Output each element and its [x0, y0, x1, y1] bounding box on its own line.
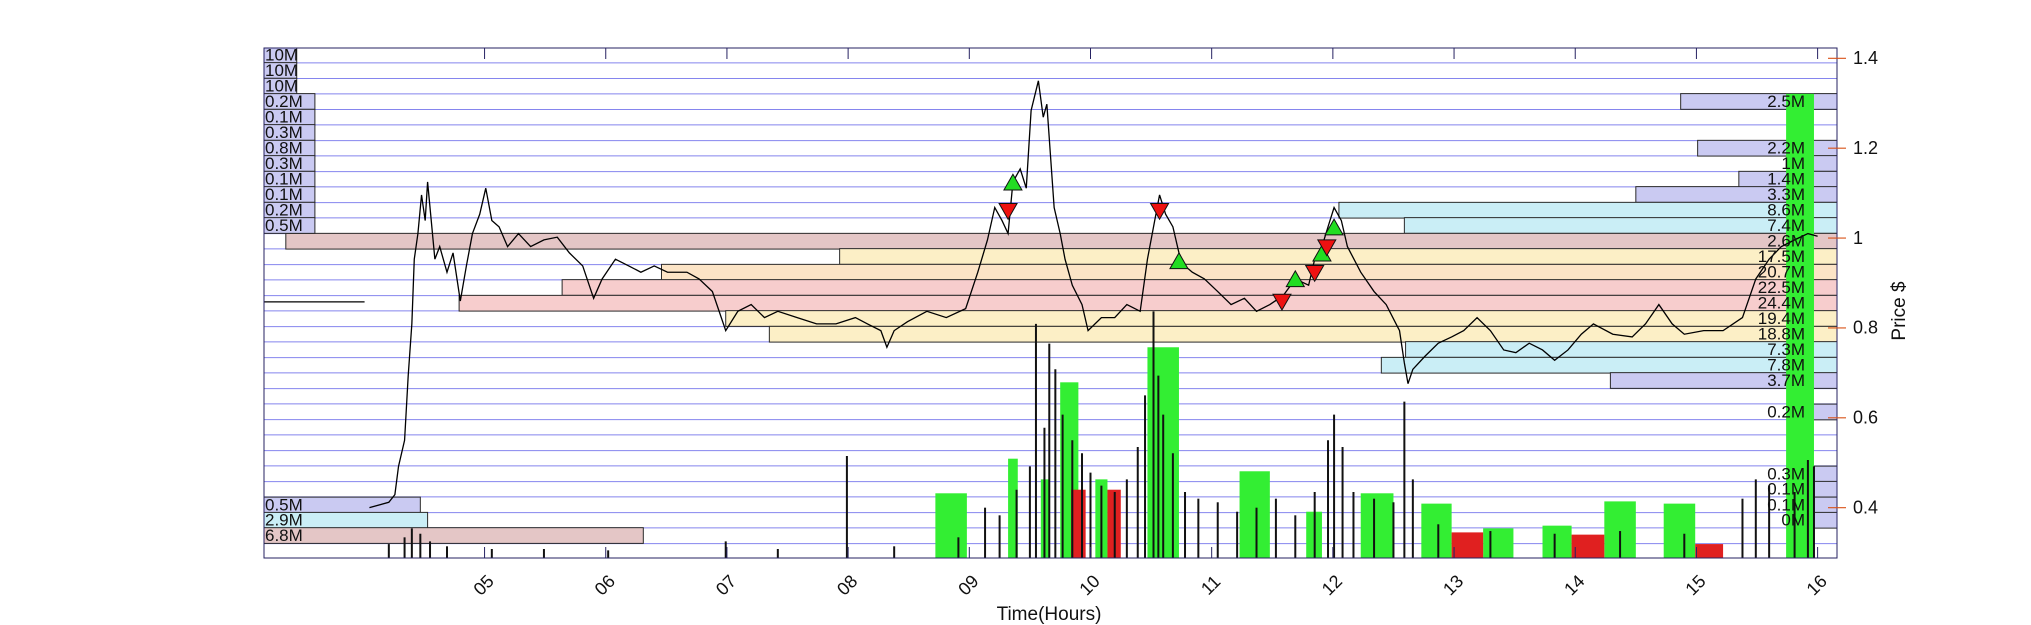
signal-marker — [1169, 251, 1189, 270]
signal-marker — [1285, 269, 1306, 288]
profile-label: 6.8M — [265, 526, 303, 545]
profile-label: 24.4M — [1758, 294, 1805, 313]
volume-block — [1360, 493, 1394, 558]
profile-label: 18.8M — [1758, 325, 1805, 344]
volume-block — [1239, 471, 1270, 558]
profile-label: 10M — [265, 61, 298, 80]
volume-block — [1571, 534, 1605, 558]
y-tick-label: 0.6 — [1853, 408, 1878, 428]
x-axis-label: Time(Hours) — [997, 604, 1102, 625]
profile-label: 0.2M — [265, 201, 303, 220]
profile-bar — [768, 325, 1837, 343]
volume-block — [1451, 532, 1484, 558]
profile-bar — [839, 248, 1837, 265]
volume-block — [935, 493, 967, 558]
profile-label: 0.1M — [265, 108, 303, 127]
profile-label: 7.8M — [1767, 356, 1805, 375]
profile-label: 0.8M — [265, 139, 303, 158]
profile-bar — [264, 217, 316, 234]
profile-label: 2.2M — [1767, 139, 1805, 158]
profile-label: 1M — [1781, 154, 1805, 173]
profile-label: 7.3M — [1767, 340, 1805, 359]
y-tick-label: 1.2 — [1853, 138, 1878, 158]
volume-block — [1421, 503, 1452, 558]
profile-bar — [1811, 465, 1837, 483]
profile-label: 3.7M — [1767, 371, 1805, 390]
profile-label: 2.6M — [1767, 232, 1805, 251]
profile-bar — [264, 527, 644, 544]
y-tick-label: 1 — [1853, 228, 1863, 248]
signal-marker — [1272, 293, 1292, 311]
signal-marker — [1304, 264, 1325, 283]
signal-marker — [1003, 173, 1023, 191]
profile-label: 0M — [1781, 511, 1805, 530]
profile-bar — [1338, 201, 1837, 219]
profile-bar — [660, 263, 1837, 281]
profile-label: 22.5M — [1758, 278, 1805, 297]
profile-label: 20.7M — [1758, 263, 1805, 282]
profile-label: 3.3M — [1767, 185, 1805, 204]
profile-bar — [1811, 480, 1837, 498]
plot-frame — [263, 47, 1838, 559]
profile-label: 10M — [265, 46, 298, 65]
profile-label: 2.9M — [265, 511, 303, 530]
profile-label: 8.6M — [1767, 201, 1805, 220]
volume-block — [1542, 525, 1572, 558]
profile-label: 19.4M — [1758, 309, 1805, 328]
volume-block — [1786, 93, 1814, 558]
y-tick-label: 1.4 — [1853, 48, 1878, 68]
profile-bar — [725, 310, 1837, 327]
y-axis-label: Price $ — [1889, 281, 1910, 341]
y-tick-label: 0.4 — [1853, 497, 1878, 517]
profile-label: 0.2M — [265, 92, 303, 111]
profile-label: 0.1M — [1767, 480, 1805, 499]
price-line — [264, 80, 1818, 509]
profile-label: 1.4M — [1767, 170, 1805, 189]
profile-label: 0.5M — [265, 216, 303, 235]
profile-label: 0.2M — [1767, 402, 1805, 421]
profile-label: 7.4M — [1767, 216, 1805, 235]
profile-label: 0.3M — [1767, 464, 1805, 483]
plot-layer — [264, 48, 1837, 558]
profile-label: 17.5M — [1758, 247, 1805, 266]
profile-label: 0.3M — [265, 123, 303, 142]
profile-label: 0.5M — [265, 495, 303, 514]
signal-marker — [1149, 202, 1170, 221]
profile-label: 10M — [265, 77, 298, 96]
volume-block — [1008, 458, 1018, 558]
profile-label: 0.1M — [265, 170, 303, 189]
volume-block — [1695, 544, 1724, 558]
signal-marker — [1324, 218, 1344, 236]
profile-bar — [1811, 496, 1837, 514]
profile-label: 0.3M — [265, 154, 303, 173]
signal-marker — [1316, 239, 1337, 257]
profile-bar — [1380, 356, 1837, 374]
volume-block — [1663, 503, 1696, 558]
y-tick-label: 0.8 — [1853, 318, 1878, 338]
profile-label: 0.1M — [265, 185, 303, 204]
profile-bar — [1811, 511, 1837, 529]
profile-bar — [458, 294, 1837, 312]
signal-marker — [998, 202, 1018, 221]
volume-block — [1483, 528, 1514, 558]
profile-label: 2.5M — [1767, 92, 1805, 111]
profile-bar — [561, 279, 1837, 296]
profile-label: 0.1M — [1767, 495, 1805, 514]
